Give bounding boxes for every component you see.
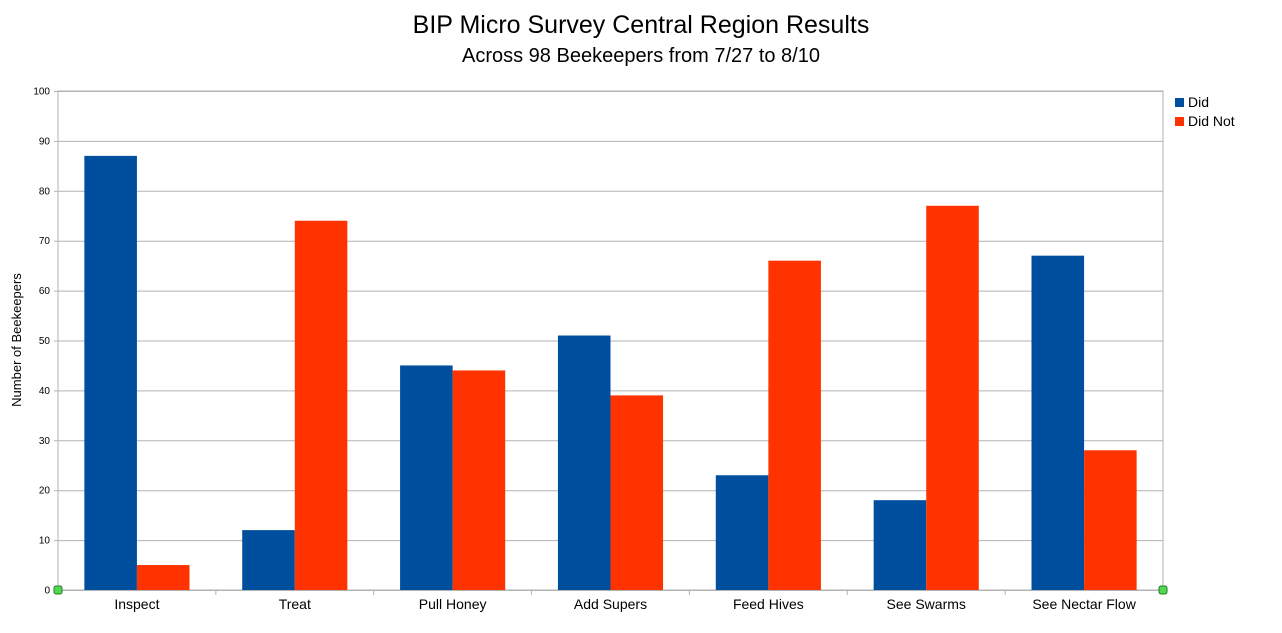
bar-did [715, 475, 769, 590]
x-tick-label: Add Supers [574, 596, 647, 612]
y-axis-label: Number of Beekeepers [9, 273, 24, 407]
bar-did [242, 530, 295, 590]
bar-did-not [136, 565, 190, 590]
legend-label: Did [1188, 94, 1209, 110]
y-tick-label: 60 [39, 286, 51, 297]
legend-label: Did Not [1188, 113, 1235, 129]
y-tick-label: 10 [39, 536, 51, 547]
bar-did [1031, 255, 1085, 591]
bar-did [557, 335, 611, 590]
bar-did [873, 500, 927, 590]
y-tick-label: 20 [39, 486, 51, 497]
legend-swatch [1175, 98, 1184, 107]
x-tick-label: Feed Hives [733, 596, 804, 612]
y-tick-label: 0 [44, 586, 50, 597]
y-tick-label: 70 [39, 236, 51, 247]
x-tick-label: Treat [279, 596, 311, 612]
x-tick-label: See Nectar Flow [1032, 596, 1136, 612]
bar-did-not [610, 395, 664, 590]
y-tick-label: 30 [39, 436, 51, 447]
bar-did-not [768, 260, 821, 590]
bar-did [400, 365, 453, 590]
y-tick-label: 40 [39, 386, 51, 397]
legend: Did Did Not [1175, 94, 1235, 129]
selection-handle [1158, 585, 1168, 595]
legend-swatch [1175, 117, 1184, 126]
bars [84, 155, 1137, 591]
x-tick-label: Inspect [114, 596, 159, 612]
y-tick-label: 80 [39, 186, 51, 197]
bar-did [84, 155, 137, 590]
bar-did-not [294, 220, 348, 591]
y-tick-label: 100 [33, 87, 50, 98]
bar-did-not [452, 370, 506, 590]
axes: 0 10 20 30 40 50 60 70 80 90 100 Inspect Treat Pull H… [33, 87, 1168, 612]
bar-did-not [926, 205, 979, 590]
bar-did-not [1084, 450, 1137, 590]
x-tick-label: Pull Honey [419, 596, 487, 612]
chart-subtitle: Across 98 Beekeepers from 7/27 to 8/10 [462, 45, 820, 67]
selection-handle [53, 585, 63, 595]
y-tick-label: 50 [39, 336, 51, 347]
chart-title: BIP Micro Survey Central Region Results [412, 11, 870, 39]
x-tick-label: See Swarms [887, 596, 966, 612]
y-tick-label: 90 [39, 136, 51, 147]
